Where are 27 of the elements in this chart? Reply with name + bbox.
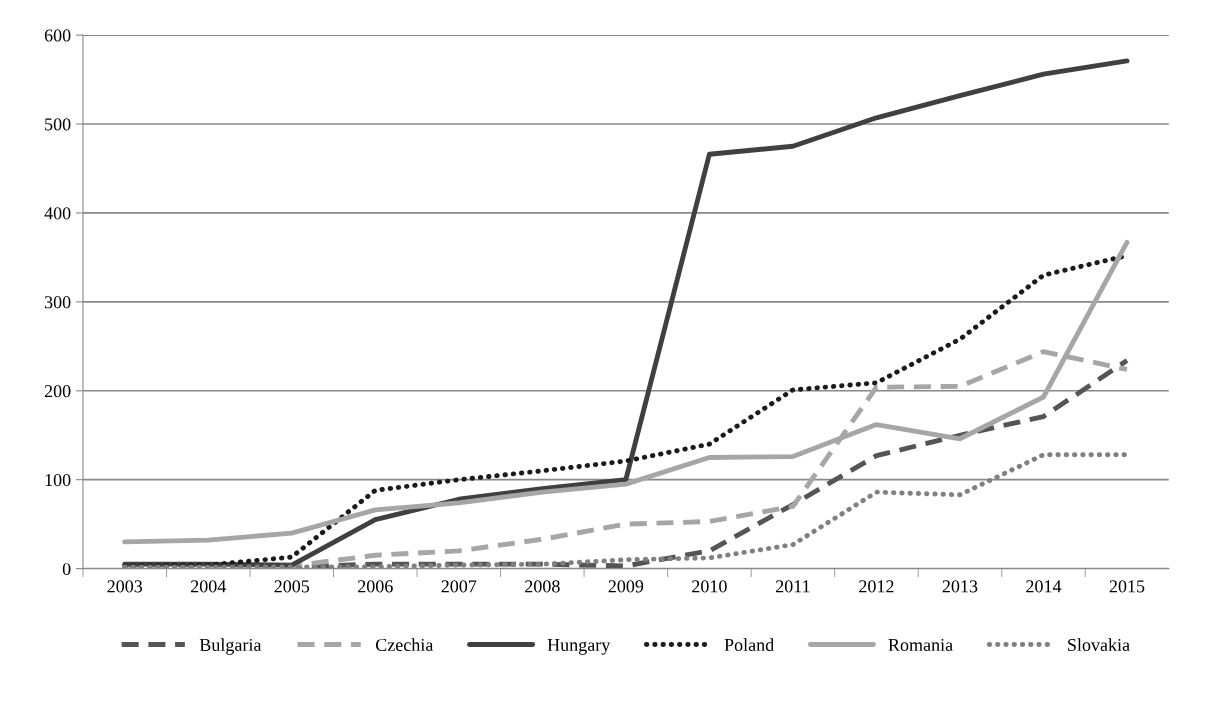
x-tick-label: 2004	[190, 580, 227, 593]
x-tick-label: 2007	[441, 580, 477, 593]
x-tick-label: 2013	[942, 580, 978, 593]
x-tick-label: 2006	[358, 580, 393, 593]
legend-label: Hungary	[547, 639, 611, 655]
y-tick-label: 600	[44, 29, 71, 42]
x-tick-label: 2012	[859, 580, 894, 593]
legend-label: Romania	[888, 638, 953, 652]
legend-label: Bulgaria	[199, 638, 262, 655]
x-tick-label: 2009	[608, 580, 644, 593]
x-tick-label: 2014	[1026, 580, 1062, 593]
line-series	[122, 58, 1130, 568]
x-tick-label: 2015	[1109, 580, 1145, 593]
y-tick-label: 500	[45, 118, 71, 131]
y-tick-label: 400	[44, 207, 71, 220]
y-tick-label: 200	[44, 385, 71, 398]
legend-label: Czechia	[375, 638, 434, 652]
legend-label: Poland	[724, 638, 774, 652]
y-tick-label: 100	[45, 473, 71, 487]
x-tick-label: 2005	[274, 580, 310, 593]
x-tick-label: 2008	[525, 580, 560, 593]
y-tick-label: 300	[44, 296, 71, 309]
legend-label: Slovakia	[1068, 638, 1130, 652]
x-tick-label: 2011	[775, 580, 810, 593]
x-tick-label: 2010	[692, 580, 727, 593]
x-tick-label: 2003	[107, 580, 143, 593]
y-tick-label: 0	[62, 562, 71, 576]
